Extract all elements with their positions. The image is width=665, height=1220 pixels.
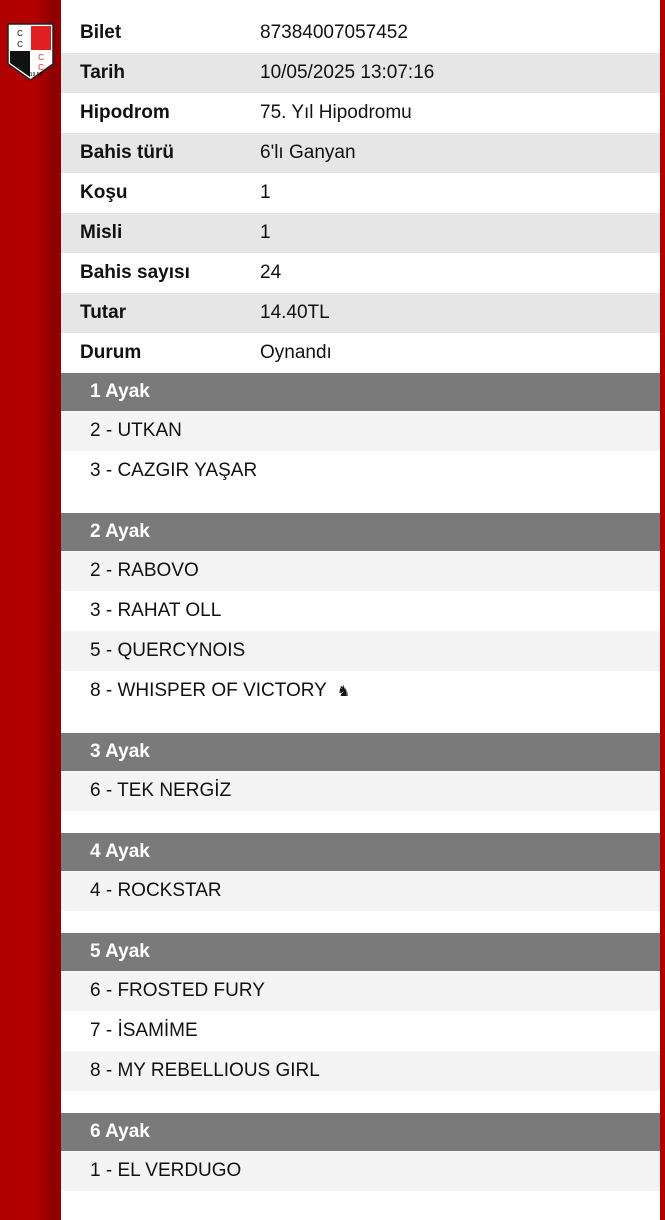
svg-text:C: C: [38, 63, 44, 72]
horse-name: 2 - UTKAN: [90, 420, 182, 441]
detail-value: 1: [260, 222, 271, 243]
svg-text:C: C: [17, 29, 23, 38]
horse-item[interactable]: 6 - TEK NERGİZ: [61, 771, 660, 811]
horse-item[interactable]: 5 - QUERCYNOIS: [61, 631, 660, 671]
horse-name: 7 - İSAMİME: [90, 1020, 198, 1041]
svg-text:C: C: [17, 40, 23, 49]
horse-name: 4 - ROCKSTAR: [90, 880, 222, 901]
horse-item[interactable]: 8 - MY REBELLIOUS GIRL: [61, 1051, 660, 1091]
horse-item[interactable]: 3 - RAHAT OLL: [61, 591, 660, 631]
detail-label: Misli: [80, 222, 123, 243]
detail-row: Misli 1: [61, 213, 660, 253]
leg-header: 4 Ayak: [61, 833, 660, 871]
horse-item[interactable]: 1 - EL VERDUGO: [61, 1151, 660, 1191]
leg-group: 3 Ayak 6 - TEK NERGİZ: [61, 733, 660, 833]
sidebar: C C C C 19 50: [0, 0, 61, 1220]
horse-name: 8 - MY REBELLIOUS GIRL: [90, 1060, 320, 1081]
horse-name: 2 - RABOVO: [90, 560, 199, 581]
detail-label: Bilet: [80, 22, 122, 43]
leg-header: 1 Ayak: [61, 373, 660, 411]
detail-value: 87384007057452: [260, 22, 408, 43]
ticket-details: Bilet 87384007057452 Tarih 10/05/2025 13:07…: [61, 13, 660, 1213]
detail-row: Tutar 14.40TL: [61, 293, 660, 333]
horse-item[interactable]: 4 - ROCKSTAR: [61, 871, 660, 911]
detail-label: Hipodrom: [80, 102, 170, 123]
horse-head-icon: ♞: [336, 683, 351, 700]
detail-value: 1: [260, 182, 271, 203]
detail-value: 6'lı Ganyan: [260, 142, 356, 163]
leg-header: 3 Ayak: [61, 733, 660, 771]
detail-row: Bahis sayısı 24: [61, 253, 660, 293]
detail-row: Durum Oynandı: [61, 333, 660, 373]
horse-item[interactable]: 6 - FROSTED FURY: [61, 971, 660, 1011]
detail-row: Bilet 87384007057452: [61, 13, 660, 53]
detail-label: Tutar: [80, 302, 127, 323]
horse-name: 6 - FROSTED FURY: [90, 980, 265, 1001]
leg-header: 5 Ayak: [61, 933, 660, 971]
horse-name: 6 - TEK NERGİZ: [90, 780, 232, 801]
detail-label: Tarih: [80, 62, 126, 83]
horse-name: 5 - QUERCYNOIS: [90, 640, 246, 661]
svg-text:19 50: 19 50: [30, 72, 43, 78]
detail-row: Bahis türü 6'lı Ganyan: [61, 133, 660, 173]
leg-header: 6 Ayak: [61, 1113, 660, 1151]
horse-item[interactable]: 8 - WHISPER OF VICTORY ♞: [61, 671, 660, 711]
leg-header: 2 Ayak: [61, 513, 660, 551]
detail-value: 75. Yıl Hipodromu: [260, 102, 412, 123]
horse-item[interactable]: 3 - CAZGIR YAŞAR: [61, 451, 660, 491]
detail-label: Koşu: [80, 182, 128, 203]
right-border: [660, 0, 665, 1220]
leg-group: 4 Ayak 4 - ROCKSTAR: [61, 833, 660, 933]
detail-value: 14.40TL: [260, 302, 330, 323]
svg-text:C: C: [38, 53, 44, 62]
leg-group: 6 Ayak 1 - EL VERDUGO: [61, 1113, 660, 1213]
horse-item[interactable]: 7 - İSAMİME: [61, 1011, 660, 1051]
club-logo[interactable]: C C C C 19 50: [6, 20, 55, 82]
detail-value: Oynandı: [260, 342, 332, 363]
detail-row: Hipodrom 75. Yıl Hipodromu: [61, 93, 660, 133]
detail-label: Durum: [80, 342, 142, 363]
detail-value: 24: [260, 262, 282, 283]
horse-name: 1 - EL VERDUGO: [90, 1160, 242, 1181]
leg-group: 1 Ayak 2 - UTKAN 3 - CAZGIR YAŞAR: [61, 373, 660, 513]
leg-group: 5 Ayak 6 - FROSTED FURY 7 - İSAMİME 8 - MY …: [61, 933, 660, 1113]
horse-item[interactable]: 2 - RABOVO: [61, 551, 660, 591]
horse-name: 3 - RAHAT OLL: [90, 600, 222, 621]
detail-label: Bahis türü: [80, 142, 174, 163]
detail-label: Bahis sayısı: [80, 262, 190, 283]
detail-value: 10/05/2025 13:07:16: [260, 62, 435, 83]
horse-item[interactable]: 2 - UTKAN: [61, 411, 660, 451]
leg-group: 2 Ayak 2 - RABOVO 3 - RAHAT OLL 5 - QUERCYN…: [61, 513, 660, 733]
detail-row: Koşu 1: [61, 173, 660, 213]
detail-row: Tarih 10/05/2025 13:07:16: [61, 53, 660, 93]
horse-name: 3 - CAZGIR YAŞAR: [90, 460, 258, 481]
horse-name: 8 - WHISPER OF VICTORY: [90, 680, 327, 701]
